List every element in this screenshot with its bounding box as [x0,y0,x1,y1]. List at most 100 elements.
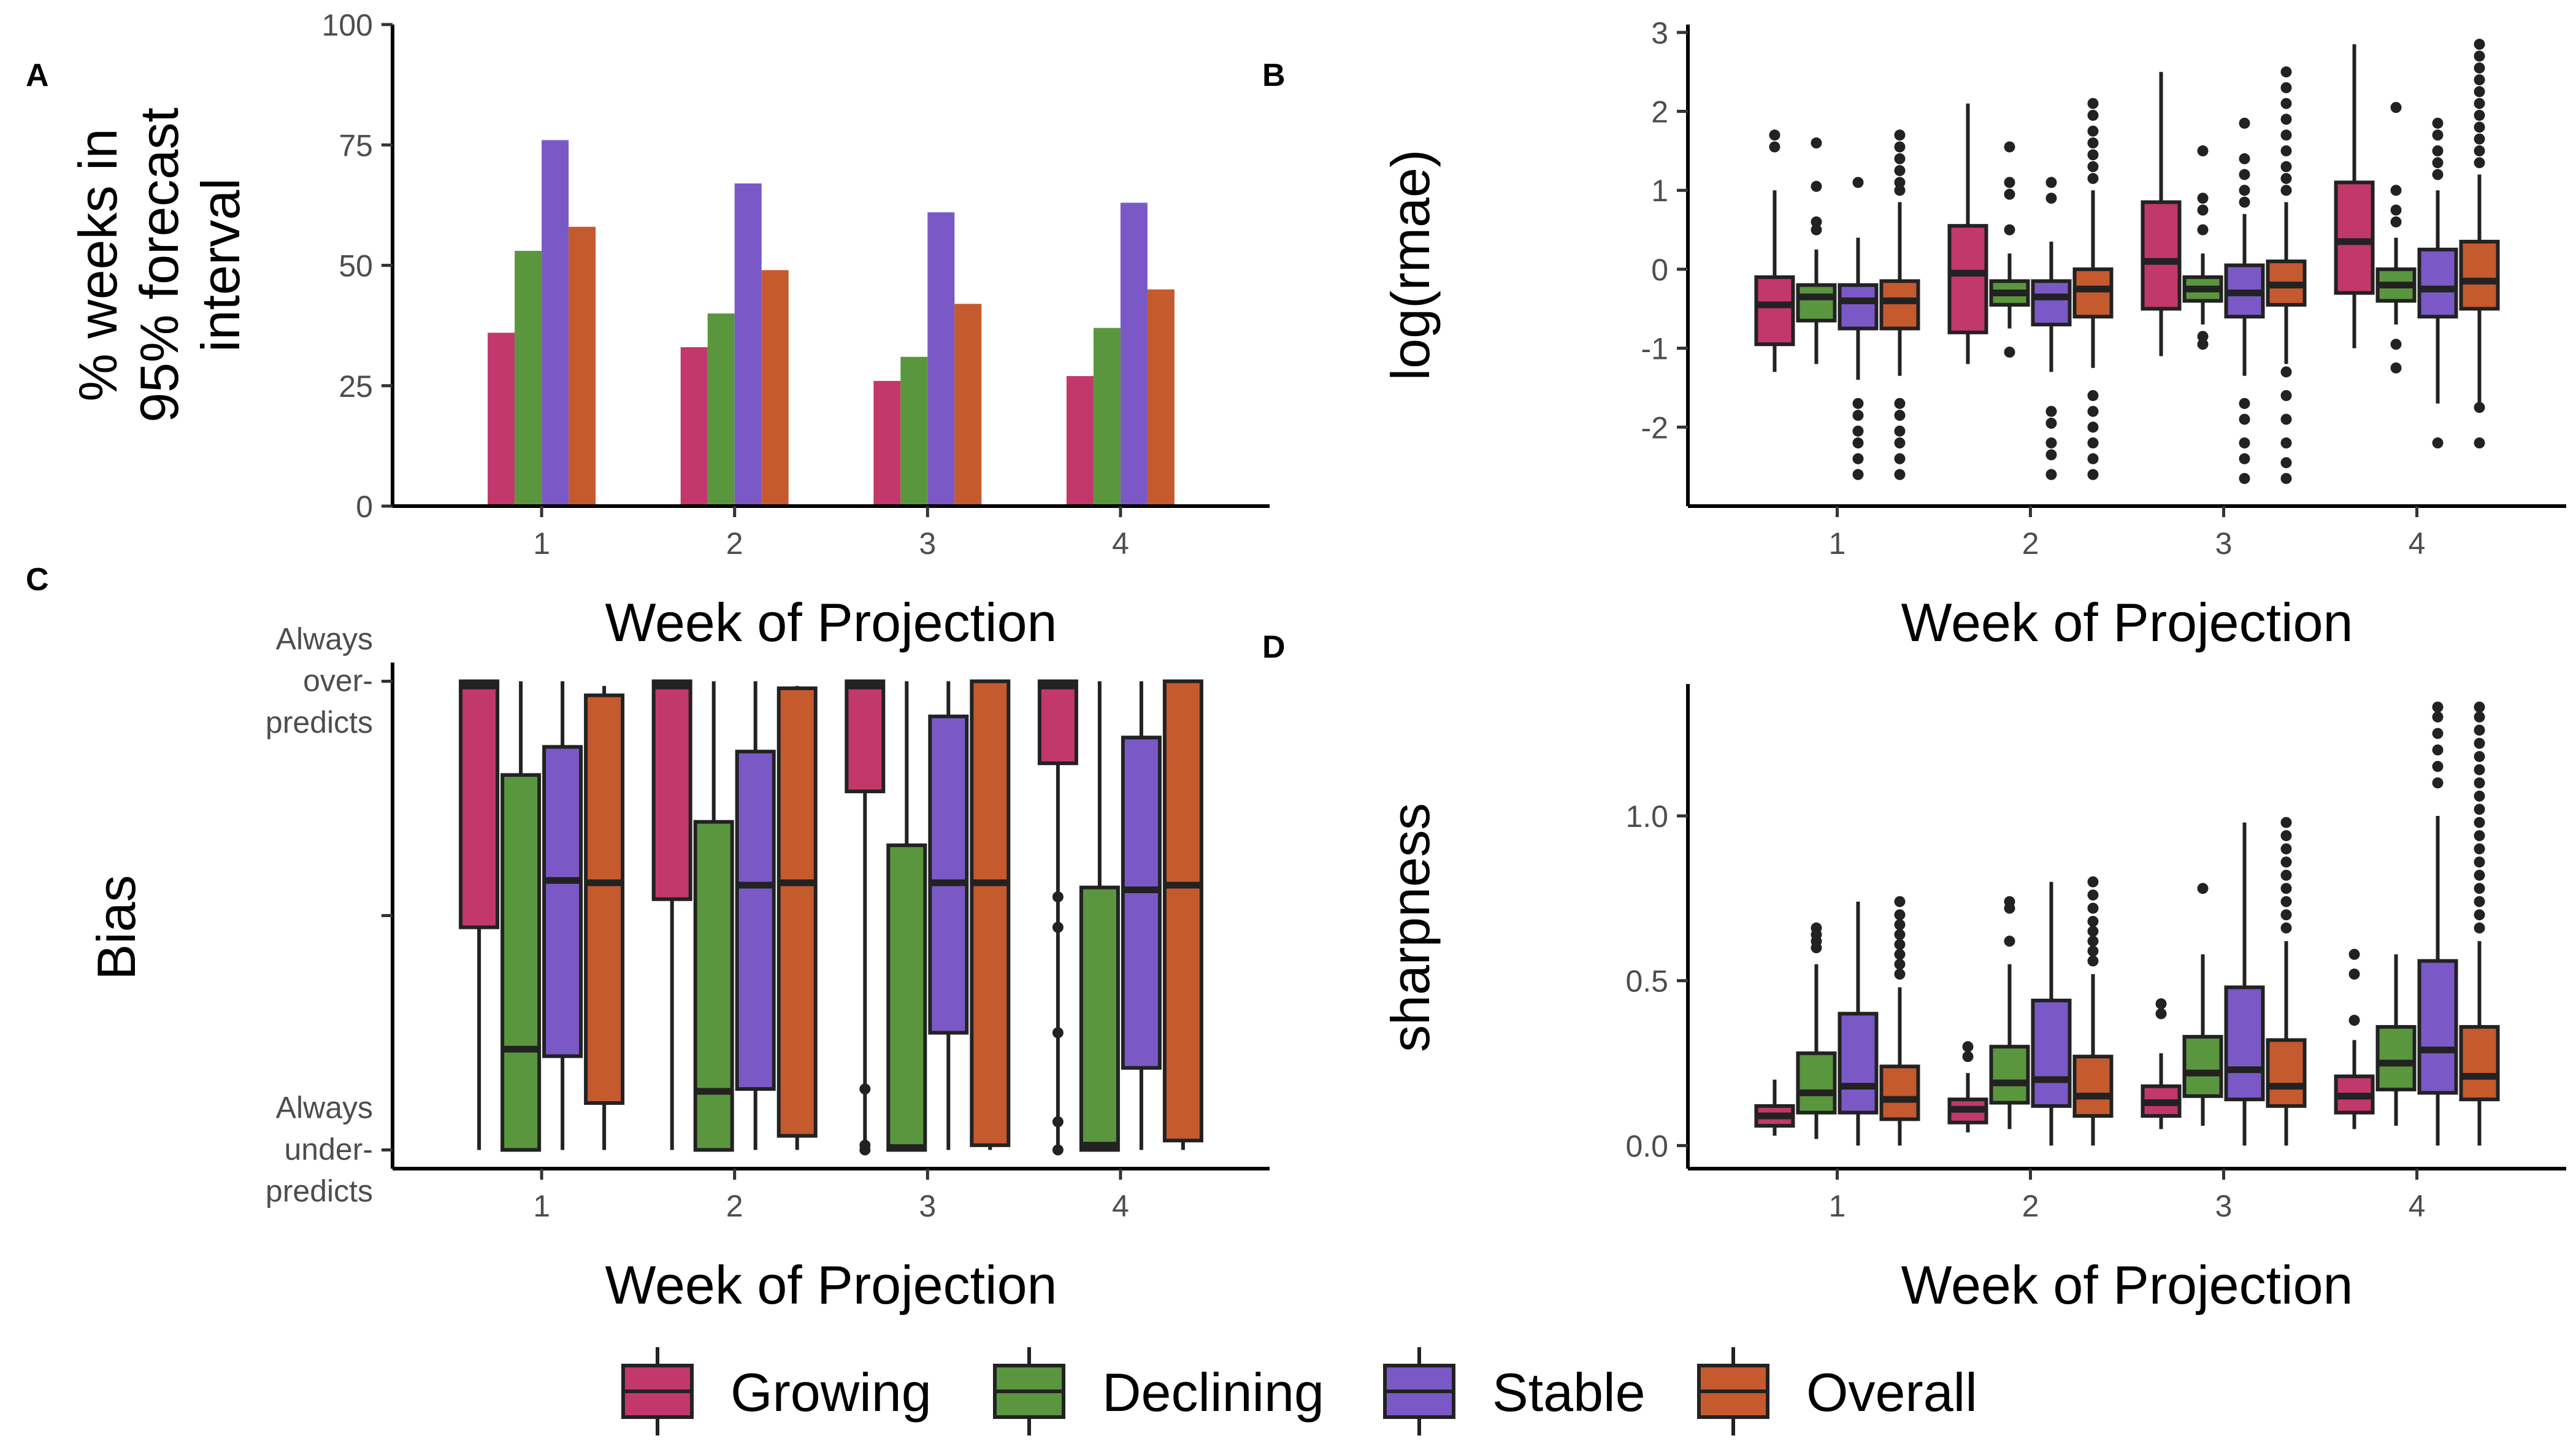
box-stable-outlier [1852,398,1864,409]
box-overall-outlier [2087,390,2099,401]
box-overall-outlier [2474,86,2485,98]
box-overall-outlier [2474,790,2485,802]
box-growing-outlier [1962,1051,1974,1063]
box-declining-outlier [2390,362,2402,374]
bar-growing [680,347,708,506]
box-overall-outlier [2280,856,2292,868]
box-declining-outlier [2390,216,2402,228]
y-tick-label: Always [276,622,373,656]
y-tick-label: 75 [339,128,373,163]
box-overall-outlier [2087,453,2099,464]
box-stable-outlier [2239,169,2250,180]
box-declining-outlier [2390,204,2402,216]
box-overall [2072,1055,2114,1118]
box-overall [2459,239,2500,311]
box-overall [2459,1024,2500,1102]
x-tick-label: 2 [726,526,743,561]
box-growing-outlier [2348,1015,2360,1026]
box-stable-outlier [2239,196,2250,208]
box-declining-outlier [2197,339,2209,350]
box-declining-outlier [2197,224,2209,236]
box-stable [1838,1012,1879,1115]
box-growing-outlier [1962,1041,1974,1053]
box-declining-outlier [2390,339,2402,350]
box-stable-outlier [2239,398,2250,409]
x-tick-label: 3 [2215,526,2233,561]
box-declining-outlier [1811,922,1822,934]
box-overall-outlier [2474,777,2485,789]
box-growing [459,679,500,929]
y-tick-label: predicts [266,705,373,740]
box-overall-outlier [2474,74,2485,86]
box-overall-outlier [2087,945,2099,957]
y-tick-label: 0 [356,490,373,524]
y-tick-label: Always [276,1090,373,1124]
x-tick-label: 4 [1112,1189,1129,1223]
box-stable-outlier [2432,777,2444,789]
box-overall-outlier [1894,425,1906,437]
box-growing-outlier [1052,1144,1064,1156]
bar-declining [707,313,735,506]
bar-overall [569,226,596,506]
bar-growing [488,332,515,506]
y-axis-title: sharpness [1380,803,1441,1052]
box-overall-outlier [1894,909,1906,921]
box-stable-outlier [2432,157,2444,169]
box-growing-outlier [1769,129,1781,141]
y-axis-title: Bias [86,875,147,980]
box-overall-outlier [1894,919,1906,931]
box-declining [1989,1045,2030,1105]
box-stable [1121,736,1162,1070]
box-growing-outlier [2348,968,2360,980]
box-overall [2266,1038,2307,1108]
box-declining-outlier [2004,347,2015,358]
box-overall-outlier [1894,453,1906,464]
panel-tag: C [26,562,49,598]
box-overall-outlier [2087,109,2099,121]
bar-declining [1093,328,1121,506]
box-declining-outlier [2004,188,2015,200]
box-declining-outlier [2004,936,2015,947]
box-overall-outlier [1894,177,1906,188]
box-growing-outlier [1052,921,1064,933]
box-overall-outlier [2280,129,2292,141]
box-declining-outlier [2004,141,2015,153]
box-stable-outlier [2239,453,2250,464]
box-declining-outlier [1811,137,1822,149]
box-overall-outlier [2280,82,2292,93]
box-growing [1037,679,1078,766]
box-stable [1838,283,1879,331]
y-tick-label: 1.0 [1625,799,1668,834]
box-growing-outlier [1052,1027,1064,1039]
y-tick-label: 100 [322,8,373,42]
x-tick-label: 2 [726,1189,743,1223]
box-declining [1796,283,1837,323]
bar-stable [927,212,955,506]
legend-label: Stable [1492,1362,1646,1423]
box-declining-outlier [1811,224,1822,236]
box-overall-outlier [2087,172,2099,184]
box-stable-outlier [2045,177,2057,188]
box-declining-outlier [2197,204,2209,216]
box-stable-outlier [1852,410,1864,421]
box-overall-outlier [2087,421,2099,433]
box-stable-outlier [2432,761,2444,772]
box-overall [1879,279,1920,331]
box-overall-outlier [2474,843,2485,855]
box-overall-outlier [2474,856,2485,868]
box-declining [2375,1024,2417,1092]
box-stable-outlier [2045,449,2057,461]
y-tick-label: over- [303,664,373,698]
box-overall-outlier [2474,145,2485,156]
x-axis-title: Week of Projection [1901,592,2353,653]
box-overall-outlier [2280,883,2292,894]
bar-overall [1147,289,1175,506]
box-overall-outlier [2280,172,2292,184]
x-tick-label: 1 [1829,1189,1846,1223]
box-overall-outlier [2087,876,2099,888]
box-overall-outlier [2280,869,2292,881]
x-axis-title: Week of Projection [605,1255,1057,1315]
box-declining-outlier [2197,883,2209,894]
box-overall-outlier [2280,922,2292,934]
box-overall-outlier [2280,830,2292,842]
